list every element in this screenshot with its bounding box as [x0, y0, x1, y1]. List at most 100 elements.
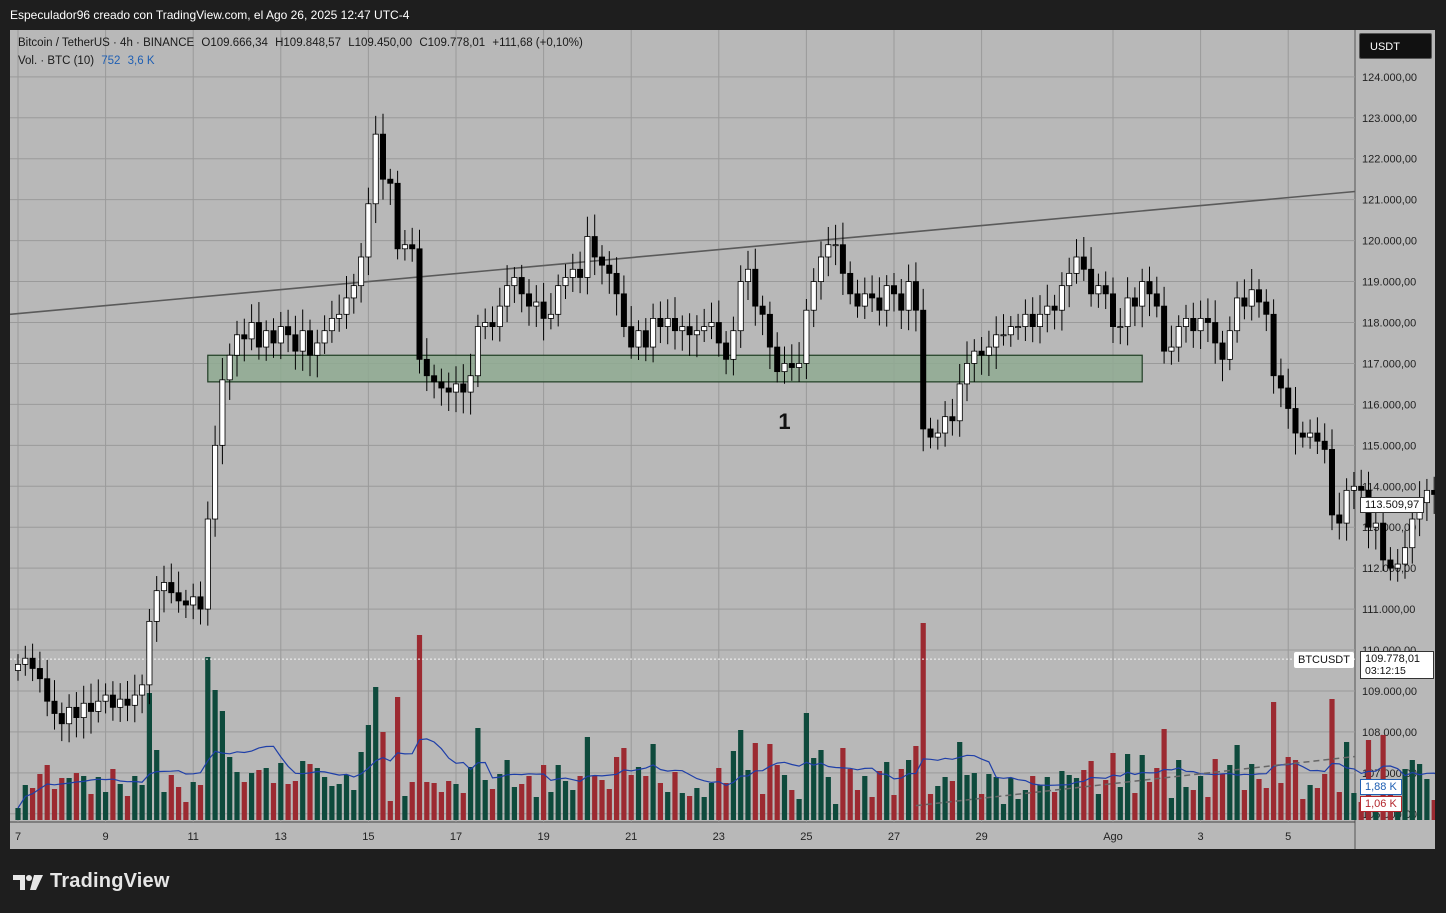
y-tick-label: 112.000,00 — [1362, 563, 1416, 575]
candle-body — [942, 416, 949, 434]
volume-bar — [117, 784, 123, 820]
volume-bar — [1139, 755, 1145, 820]
volume-bar — [1314, 788, 1320, 820]
volume-bar — [1000, 804, 1007, 820]
tradingview-logo[interactable]: TradingView — [12, 870, 170, 893]
tradingview-wordmark: TradingView — [50, 870, 170, 892]
candle-body — [562, 277, 569, 287]
candle-body — [474, 326, 481, 377]
candle-body — [555, 285, 562, 315]
volume-bar — [1037, 785, 1043, 820]
candle-body — [985, 346, 992, 356]
volume-up-label: 1,88 K — [1360, 779, 1402, 795]
volume-label[interactable]: Vol. · BTC (10) — [18, 55, 95, 67]
candle-body — [22, 657, 29, 665]
y-tick-label: 116.000,00 — [1362, 399, 1416, 411]
candle-body — [36, 668, 43, 680]
volume-bar — [124, 796, 131, 820]
candle-body — [1190, 318, 1197, 332]
candle-body — [927, 428, 934, 438]
volume-bar — [964, 775, 970, 820]
x-tick-label: 17 — [450, 831, 462, 843]
volume-bar — [511, 787, 517, 820]
candle-body — [1168, 346, 1175, 352]
candle-body — [139, 684, 146, 696]
candle-body — [212, 444, 219, 520]
candle-body — [883, 285, 890, 311]
candle-body — [489, 322, 496, 327]
support-zone — [207, 354, 1143, 383]
volume-bar — [190, 782, 196, 820]
candle-body — [1263, 301, 1270, 315]
y-tick-label: 123.000,00 — [1362, 113, 1417, 125]
y-tick-label: 114.000,00 — [1362, 481, 1416, 493]
volume-bar — [241, 782, 247, 820]
candle-body — [1431, 489, 1435, 495]
candle-body — [1380, 522, 1387, 561]
volume-bar — [234, 772, 240, 820]
candle-body — [686, 326, 693, 336]
candle-body — [1394, 563, 1401, 569]
candle-body — [1299, 432, 1306, 438]
candle-body — [964, 363, 971, 385]
volume-bar — [446, 781, 452, 820]
candle-body — [591, 236, 598, 258]
candle-body — [160, 582, 167, 592]
volume-bar — [431, 783, 437, 820]
candle-body — [314, 342, 321, 356]
candle-body — [650, 318, 657, 348]
candle-body — [1372, 522, 1379, 528]
candle-body — [379, 133, 386, 180]
candle-body — [730, 330, 737, 360]
candle-body — [1095, 285, 1102, 295]
volume-bar — [380, 732, 386, 820]
volume-bar — [285, 784, 291, 820]
candle-body — [518, 277, 525, 295]
volume-bar — [183, 802, 189, 820]
price-chart[interactable]: 124.000,00 123.000,00 122.000,00 121.000,00… — [10, 30, 1435, 849]
volume-bar — [1103, 780, 1109, 820]
candle-body — [869, 293, 876, 299]
candle-body — [175, 592, 182, 602]
currency-button[interactable]: USDT — [1359, 33, 1432, 59]
volume-bar — [687, 796, 693, 820]
chart-area[interactable] — [10, 30, 1435, 849]
volume-bar — [1292, 760, 1299, 820]
volume-bar — [825, 777, 831, 820]
candle-body — [971, 350, 978, 364]
volume-bar — [584, 737, 590, 820]
candle-body — [1270, 313, 1277, 377]
volume-bar — [438, 792, 444, 820]
volume-bar — [876, 771, 882, 820]
candle-body — [796, 363, 803, 368]
volume-bar — [708, 783, 715, 820]
volume-bar — [336, 784, 342, 820]
symbol-label[interactable]: Bitcoin / TetherUS · 4h · BINANCE — [18, 37, 195, 49]
candle-body — [1321, 440, 1328, 450]
volume-bar — [1059, 771, 1065, 820]
y-tick-label: 120.000,00 — [1362, 236, 1417, 248]
volume-bar — [256, 770, 262, 820]
volume-bar — [920, 623, 926, 820]
candle-body — [248, 322, 255, 340]
volume-bar — [1227, 765, 1233, 820]
volume-bar — [592, 776, 598, 820]
volume-bar — [1183, 787, 1189, 820]
volume-bar — [1351, 793, 1357, 820]
high-value: H109.848,57 — [275, 37, 341, 49]
candle-body — [117, 698, 124, 708]
x-tick-label: 23 — [713, 831, 725, 843]
x-tick-label: 11 — [187, 831, 198, 843]
candle-body — [1080, 256, 1087, 270]
volume-bar — [1052, 792, 1058, 820]
volume-bar — [358, 752, 364, 820]
volume-bar — [37, 774, 43, 820]
volume-bar — [628, 775, 634, 820]
volume-bar — [1081, 770, 1087, 820]
candle-body — [109, 694, 116, 708]
volume-bar — [1030, 776, 1036, 820]
volume-bar — [351, 790, 357, 820]
candle-body — [891, 285, 898, 295]
volume-bar — [957, 742, 963, 820]
volume-bar — [1125, 754, 1131, 820]
